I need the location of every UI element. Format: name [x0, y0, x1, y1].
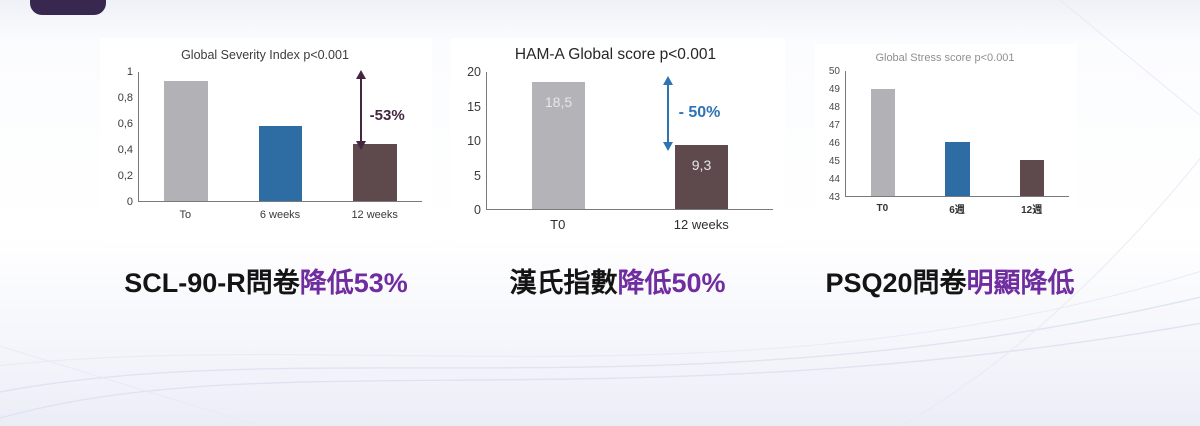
bar-12-weeks: 9,3 — [675, 145, 728, 209]
bar-slot — [995, 71, 1069, 196]
bar-t0: 18,5 — [532, 82, 585, 209]
corner-tab-decoration — [30, 0, 106, 15]
bar-12週 — [1019, 160, 1045, 196]
chart-global-stress-score: Global Stress score p<0.001 50 49 48 47 46 45… — [815, 44, 1077, 234]
caption-text: SCL-90-R問卷 — [124, 268, 300, 298]
y-axis: 50 49 48 47 46 45 44 43 — [828, 65, 840, 203]
x-category-label: 12 weeks — [351, 209, 398, 221]
decrease-arrow-icon — [667, 83, 670, 143]
x-category-label: 12 weeks — [673, 216, 729, 232]
caption-highlight: 降低53% — [299, 268, 408, 298]
x-axis: To 6 weeks 12 weeks — [138, 202, 422, 228]
x-category-label: 6週 — [949, 204, 965, 216]
chart-body: 1 0,8 0,6 0,4 0,2 0 -53% — [108, 66, 422, 208]
x-category-label: T0 — [550, 216, 566, 232]
plot-area: -53% — [138, 72, 422, 202]
chart-title: Global Stress score p<0.001 — [875, 52, 1015, 64]
bar-slot — [846, 71, 920, 196]
bar-t0 — [870, 88, 896, 196]
caption-text: PSQ20問卷 — [825, 268, 967, 298]
decrease-annotation: -53% — [369, 106, 405, 124]
x-category-label: 12週 — [1021, 204, 1043, 216]
x-axis: T0 6週 12週 — [845, 197, 1069, 219]
bar-slot — [328, 72, 422, 201]
caption-ham-a: 漢氏指數降低50% — [450, 261, 785, 300]
bar-12-weeks — [353, 144, 397, 201]
chart-ham-a-global-score: HAM-A Global score p<0.001 20 15 10 5 0 18,5… — [450, 38, 785, 242]
bar-6週 — [945, 142, 970, 196]
bars: 18,5 9,3 — [487, 72, 773, 209]
y-axis: 1 0,8 0,6 0,4 0,2 0 — [117, 66, 133, 208]
caption-text: 漢氏指數 — [509, 268, 618, 298]
caption-highlight: 明顯降低 — [966, 268, 1075, 298]
x-category-label: T0 — [876, 202, 889, 214]
bar-slot: 18,5 — [487, 72, 630, 209]
chart-global-severity-index: Global Severity Index p<0.001 1 0,8 0,6 0,4… — [100, 38, 432, 242]
bar-to — [164, 81, 208, 201]
chart-title: HAM-A Global score p<0.001 — [514, 46, 717, 63]
caption-scl-90-r: SCL-90-R問卷降低53% — [100, 261, 432, 300]
bar-slot: 9,3 — [630, 72, 773, 209]
bar-6-weeks — [258, 126, 303, 201]
x-axis: T0 12 weeks — [486, 210, 773, 238]
bar-slot — [233, 72, 327, 201]
x-category-label: To — [179, 209, 192, 221]
bar-value-label: 9,3 — [691, 157, 712, 174]
bars — [139, 72, 422, 201]
bar-slot — [139, 72, 233, 201]
y-axis: 20 15 10 5 0 — [467, 65, 481, 217]
decrease-arrow-icon — [359, 78, 362, 142]
plot-area — [845, 71, 1069, 197]
chart-title: Global Severity Index p<0.001 — [181, 48, 349, 62]
decrease-annotation: - 50% — [678, 103, 721, 121]
chart-body: 50 49 48 47 46 45 44 43 — [821, 65, 1069, 203]
plot-area: 18,5 9,3 - 50% — [486, 72, 773, 210]
caption-highlight: 降低50% — [617, 268, 726, 298]
chart-body: 20 15 10 5 0 18,5 9,3 - 50% — [458, 65, 773, 217]
caption-psq20: PSQ20問卷明顯降低 — [790, 261, 1110, 300]
x-category-label: 6 weeks — [259, 209, 301, 221]
bar-slot — [920, 71, 994, 196]
bars — [846, 71, 1069, 196]
bar-value-label: 18,5 — [544, 94, 573, 111]
